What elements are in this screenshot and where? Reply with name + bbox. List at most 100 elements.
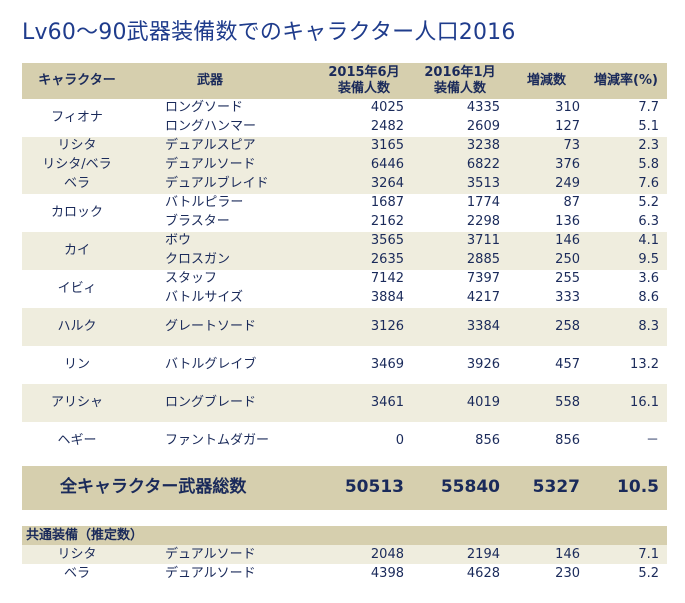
header-rate: 増減率(%) bbox=[594, 73, 658, 88]
value-change: 87 bbox=[563, 195, 580, 210]
character-group: カイ ボウ 3565 3711 146 4.1 クロスガン 2635 2885 250 9.5 bbox=[22, 232, 667, 270]
value-change: 258 bbox=[555, 319, 580, 334]
header-2016: 2016年1月 装備人数 bbox=[420, 65, 500, 97]
character-name: リン bbox=[63, 357, 90, 372]
value-2016: 4217 bbox=[466, 290, 500, 305]
character-group: イビィ スタッフ 7142 7397 255 3.6 バトルサイズ 3884 4217 333 8.… bbox=[22, 270, 667, 308]
value-2015: 3264 bbox=[370, 176, 404, 191]
total-2015: 50513 bbox=[344, 477, 404, 497]
header-weapon: 武器 bbox=[197, 73, 224, 88]
value-2016: 3926 bbox=[466, 357, 500, 372]
value-rate: 16.1 bbox=[630, 395, 659, 410]
value-rate: － bbox=[645, 433, 659, 448]
value-2015: 7142 bbox=[370, 271, 404, 286]
common-weapon: デュアルソード bbox=[165, 566, 256, 581]
value-change: 146 bbox=[555, 233, 580, 248]
value-change: 250 bbox=[555, 252, 580, 267]
character-name: フィオナ bbox=[51, 110, 103, 125]
weapon-name: スタッフ bbox=[165, 271, 218, 286]
weapon-name: ロングブレード bbox=[165, 395, 257, 410]
value-rate: 4.1 bbox=[638, 233, 659, 248]
value-2015: 0 bbox=[395, 433, 404, 448]
value-2015: 3884 bbox=[370, 290, 404, 305]
weapon-name: デュアルブレイド bbox=[165, 176, 269, 191]
weapon-name: ロングハンマー bbox=[165, 119, 257, 134]
weapon-name: ロングソード bbox=[165, 100, 244, 115]
value-change: 856 bbox=[555, 433, 580, 448]
value-2015: 3165 bbox=[370, 138, 404, 153]
character-name: ベラ bbox=[63, 176, 90, 191]
value-2015: 2635 bbox=[370, 252, 404, 267]
header-character: キャラクター bbox=[38, 73, 116, 88]
value-rate: 3.6 bbox=[638, 271, 659, 286]
spacer bbox=[22, 510, 667, 526]
value-2015: 3565 bbox=[370, 233, 404, 248]
common-2015: 2048 bbox=[370, 547, 404, 562]
character-name: カロック bbox=[50, 205, 103, 220]
character-group: ハルク グレートソード 3126 3384 258 8.3 bbox=[22, 308, 667, 346]
value-change: 558 bbox=[555, 395, 580, 410]
common-rate: 7.1 bbox=[638, 547, 659, 562]
header-2016-line1: 2016年1月 bbox=[424, 65, 496, 80]
value-2016: 3513 bbox=[466, 176, 500, 191]
value-change: 249 bbox=[555, 176, 580, 191]
header-2015-line1: 2015年6月 bbox=[328, 65, 400, 80]
value-2016: 7397 bbox=[466, 271, 500, 286]
weapon-name: ブラスター bbox=[165, 214, 230, 229]
common-weapon: デュアルソード bbox=[165, 547, 256, 562]
weapon-name: バトルグレイブ bbox=[165, 357, 257, 372]
character-group: アリシャ ロングブレード 3461 4019 558 16.1 bbox=[22, 384, 667, 422]
common-table-body: リシタ デュアルソード 2048 2194 146 7.1 ベラ デュアルソード 4398 462… bbox=[22, 545, 667, 583]
value-rate: 13.2 bbox=[630, 357, 659, 372]
value-2015: 2482 bbox=[370, 119, 404, 134]
character-name: イビィ bbox=[57, 281, 97, 296]
value-2016: 3384 bbox=[466, 319, 500, 334]
value-change: 255 bbox=[555, 271, 580, 286]
value-2015: 6446 bbox=[370, 157, 404, 172]
total-label: 全キャラクター武器総数 bbox=[60, 477, 247, 497]
page-title: Lv60〜90武器装備数でのキャラクター人口2016 bbox=[22, 20, 516, 45]
value-change: 310 bbox=[555, 100, 580, 115]
value-2015: 4025 bbox=[370, 100, 404, 115]
table-body: フィオナ ロングソード 4025 4335 310 7.7 ロングハンマー 2482 2609 1… bbox=[22, 99, 667, 460]
value-rate: 2.3 bbox=[638, 138, 659, 153]
value-2016: 2298 bbox=[466, 214, 500, 229]
weapon-name: バトルピラー bbox=[165, 195, 244, 210]
value-2016: 1774 bbox=[466, 195, 500, 210]
common-change: 230 bbox=[555, 566, 580, 581]
value-rate: 8.3 bbox=[638, 319, 659, 334]
value-rate: 7.6 bbox=[638, 176, 659, 191]
character-name: リシタ bbox=[57, 138, 97, 153]
character-name: アリシャ bbox=[50, 395, 103, 410]
value-rate: 9.5 bbox=[638, 252, 659, 267]
common-2016: 2194 bbox=[466, 547, 500, 562]
weapon-name: バトルサイズ bbox=[165, 290, 244, 305]
weapon-name: ボウ bbox=[165, 233, 192, 248]
value-2015: 3469 bbox=[370, 357, 404, 372]
character-name: ヘギー bbox=[57, 433, 97, 448]
character-group: フィオナ ロングソード 4025 4335 310 7.7 ロングハンマー 2482 2609 1… bbox=[22, 99, 667, 137]
character-group: カロック バトルピラー 1687 1774 87 5.2 ブラスター 2162 2298 136 6… bbox=[22, 194, 667, 232]
value-2016: 2885 bbox=[466, 252, 500, 267]
table-header: キャラクター 武器 2015年6月 装備人数 2016年1月 装備人数 増減数 … bbox=[22, 63, 667, 99]
value-2016: 3711 bbox=[466, 233, 500, 248]
value-change: 73 bbox=[563, 138, 580, 153]
common-change: 146 bbox=[555, 547, 580, 562]
total-change: 5327 bbox=[532, 477, 580, 497]
value-rate: 5.8 bbox=[638, 157, 659, 172]
character-weapon-table: キャラクター 武器 2015年6月 装備人数 2016年1月 装備人数 増減数 … bbox=[22, 63, 667, 583]
value-2016: 4335 bbox=[466, 100, 500, 115]
weapon-name: デュアルソード bbox=[165, 157, 256, 172]
value-2015: 3461 bbox=[370, 395, 404, 410]
value-change: 136 bbox=[555, 214, 580, 229]
header-2016-line2: 装備人数 bbox=[433, 81, 486, 96]
value-2016: 6822 bbox=[466, 157, 500, 172]
common-row: ベラ デュアルソード 4398 4628 230 5.2 bbox=[22, 564, 667, 583]
character-name: リシタ/ベラ bbox=[42, 157, 112, 172]
common-character: ベラ bbox=[63, 566, 90, 581]
header-2015: 2015年6月 装備人数 bbox=[324, 65, 404, 97]
value-rate: 5.2 bbox=[638, 195, 659, 210]
common-section-title-row: 共通装備（推定数） bbox=[22, 526, 667, 545]
character-name: ハルク bbox=[57, 319, 97, 334]
total-rate: 10.5 bbox=[617, 477, 659, 497]
